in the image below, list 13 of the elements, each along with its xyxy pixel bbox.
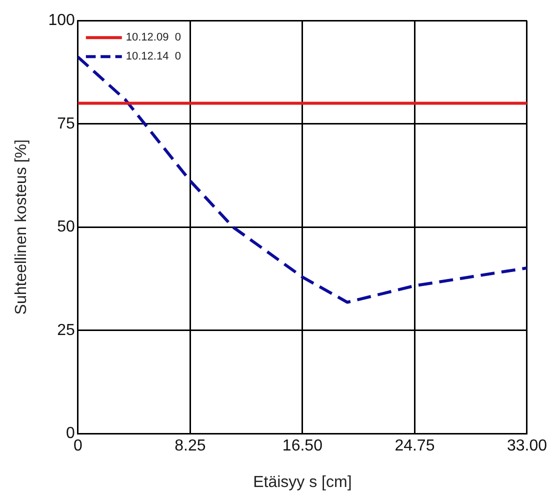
- y-tick-label: 0: [66, 425, 75, 442]
- x-tick-label: 24.75: [394, 438, 435, 455]
- x-tick-label: 8.25: [174, 438, 206, 455]
- legend-label: 10.12.14 0: [126, 50, 181, 63]
- x-tick-label: 33.00: [506, 438, 548, 455]
- x-axis-title: Etäisyy s [cm]: [253, 474, 352, 491]
- y-tick-label: 25: [57, 322, 75, 339]
- y-tick-label: 50: [57, 218, 75, 236]
- y-tick-label: 75: [57, 115, 75, 132]
- x-tick-label: 16.50: [282, 438, 323, 455]
- y-axis-title: Suhteellinen kosteus [%]: [13, 139, 30, 315]
- legend-label: 10.12.09 0: [126, 32, 181, 44]
- y-tick-label: 100: [48, 12, 75, 30]
